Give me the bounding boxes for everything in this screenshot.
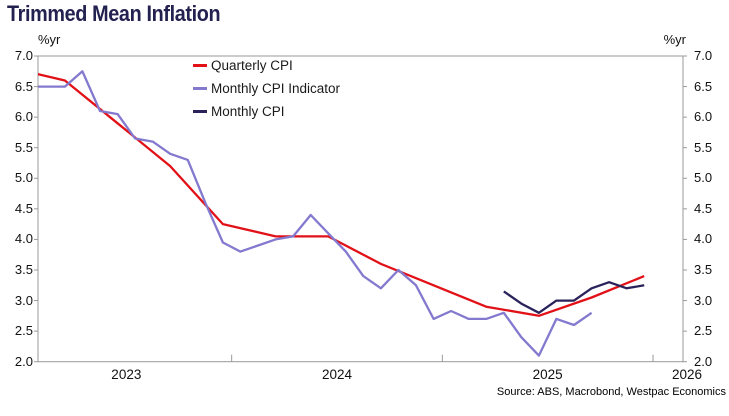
chart-title: Trimmed Mean Inflation <box>7 1 221 26</box>
y-tick-label-left: 6.0 <box>14 109 33 125</box>
y-tick-label-right: 6.0 <box>694 109 713 125</box>
y-tick-label-left: 4.5 <box>14 200 33 216</box>
legend-item-monthly-cpi-indicator: Monthly CPI Indicator <box>193 77 340 100</box>
y-tick-label-left: 7.0 <box>14 48 33 63</box>
y-tick-label-right: 2.5 <box>694 323 713 339</box>
y-tick-label-right: 4.0 <box>694 231 713 247</box>
series-line-monthly-cpi <box>503 281 645 314</box>
y-tick-label-left: 4.0 <box>14 231 33 247</box>
monthly-cpi-indicator-line-swatch <box>193 87 207 90</box>
y-tick-label-right: 6.5 <box>694 78 713 94</box>
legend-label: Quarterly CPI <box>211 58 293 73</box>
y-axis-unit-right: %yr <box>663 32 686 47</box>
y-tick-label-left: 6.5 <box>14 78 33 94</box>
legend-item-monthly-cpi: Monthly CPI <box>193 100 340 123</box>
x-year-label-2026: 2026 <box>671 367 703 382</box>
x-year-label-2023: 2023 <box>111 367 142 382</box>
monthly-cpi-line-swatch <box>193 110 207 113</box>
axis-ticks <box>34 55 687 363</box>
y-tick-label-left: 3.5 <box>14 261 33 277</box>
y-tick-label-right: 3.0 <box>694 292 713 308</box>
x-year-label-2024: 2024 <box>321 367 353 382</box>
series-line-monthly-cpi-indicator <box>38 70 593 357</box>
legend-label: Monthly CPI Indicator <box>211 81 341 96</box>
y-tick-label-left: 5.0 <box>14 170 33 186</box>
legend-item-quarterly-cpi: Quarterly CPI <box>193 54 340 77</box>
y-tick-label-left: 3.0 <box>14 292 33 308</box>
y-tick-label-right: 4.5 <box>694 200 713 216</box>
series-lines <box>38 70 645 357</box>
x-year-label-2025: 2025 <box>532 367 563 382</box>
y-tick-label-right: 5.5 <box>694 139 713 155</box>
y-axis-unit-left: %yr <box>38 32 61 47</box>
y-tick-label-right: 5.0 <box>694 170 713 186</box>
y-tick-label-right: 7.0 <box>694 48 713 63</box>
y-tick-label-right: 3.5 <box>694 261 713 277</box>
quarterly-cpi-line-swatch <box>193 64 207 67</box>
series-line-quarterly-cpi <box>38 73 645 317</box>
y-tick-label-left: 2.5 <box>14 323 33 339</box>
y-tick-label-left: 2.0 <box>14 353 33 369</box>
y-tick-label-right: 2.0 <box>694 353 713 369</box>
source-note: Source: ABS, Macrobond, Westpac Economic… <box>496 386 726 398</box>
legend-label: Monthly CPI <box>211 104 285 119</box>
legend: Quarterly CPI Monthly CPI Indicator Mont… <box>193 54 340 123</box>
y-tick-label-left: 5.5 <box>14 139 33 155</box>
